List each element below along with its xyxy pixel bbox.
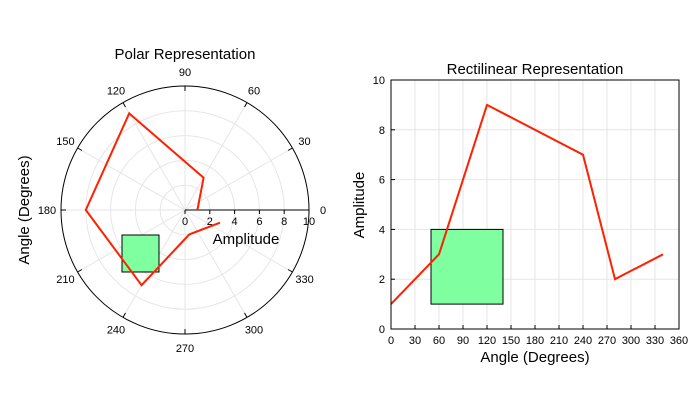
rect-title: Rectilinear Representation (447, 61, 624, 78)
polar-angle-tickmark (123, 313, 126, 317)
polar-angle-tick-label: 270 (176, 343, 194, 355)
polar-angle-tick-label: 330 (295, 274, 313, 286)
rect-x-tick-label: 300 (622, 335, 640, 347)
polar-radial-tick-label: 4 (232, 216, 238, 228)
rect-patch (431, 229, 503, 304)
rect-y-tick-label: 4 (379, 224, 385, 236)
polar-title: Polar Representation (115, 46, 256, 63)
polar-angle-tick-label: 30 (298, 136, 310, 148)
polar-angle-tickmark (288, 270, 292, 273)
polar-grid-spoke (78, 148, 185, 210)
polar-angle-tick-label: 120 (107, 85, 125, 97)
rect-x-tick-label: 150 (502, 335, 520, 347)
rect-x-tick-label: 360 (670, 335, 688, 347)
polar-grid-spoke (185, 148, 292, 210)
rect-y-tick-label: 0 (379, 324, 385, 336)
rect-patch-rect (431, 229, 503, 304)
rect-x-ticks: 0 30 60 90 120 150 180 210 240 270 300 330 360 (388, 325, 688, 347)
rect-x-tick-label: 330 (646, 335, 664, 347)
polar-radial-tick-label: 10 (303, 216, 315, 228)
polar-angle-tick-label: 90 (179, 67, 191, 79)
polar-amplitude-label: Amplitude (213, 231, 280, 248)
rect-y-label: Amplitude (351, 172, 368, 239)
rect-y-tick-label: 2 (379, 274, 385, 286)
rect-y-tick-label: 8 (379, 125, 385, 137)
rect-x-tick-label: 90 (457, 335, 469, 347)
rect-x-tick-label: 270 (598, 335, 616, 347)
polar-radial-tick-label: 6 (256, 216, 262, 228)
rect-x-tick-label: 180 (526, 335, 544, 347)
rect-x-tick-label: 210 (550, 335, 568, 347)
polar-angle-label: Angle (Degrees) (16, 155, 33, 264)
rect-x-tick-label: 120 (478, 335, 496, 347)
polar-angle-tick-label: 240 (107, 325, 125, 337)
rect-x-tick-label: 30 (409, 335, 421, 347)
polar-angle-tick-label: 300 (245, 325, 263, 337)
rect-y-ticks: 0 2 4 6 8 10 (373, 75, 395, 336)
rect-y-tick-label: 10 (373, 75, 385, 87)
polar-angle-tickmark (288, 148, 292, 151)
rect-x-tick-label: 240 (574, 335, 592, 347)
polar-angle-tickmark (245, 103, 248, 107)
polar-angle-tickmark (123, 103, 126, 107)
rectilinear-chart: 0 30 60 90 120 150 180 210 240 270 300 330 360 0 2 4 6 8… (351, 61, 688, 366)
polar-angle-tick-label: 180 (38, 205, 56, 217)
polar-angle-tickmark (245, 313, 248, 317)
rect-x-tick-label: 0 (388, 335, 394, 347)
rect-y-tick-label: 6 (379, 175, 385, 187)
polar-grid-spoke (185, 210, 247, 317)
polar-angle-tick-label: 60 (248, 85, 260, 97)
rect-x-label: Angle (Degrees) (480, 349, 589, 366)
polar-radial-tick-label: 0 (182, 216, 188, 228)
polar-grid-spoke (123, 103, 185, 210)
polar-grid-spoke (185, 103, 247, 210)
polar-angle-tick-label: 210 (56, 274, 74, 286)
polar-radial-tick-label: 8 (281, 216, 287, 228)
rect-x-tick-label: 60 (433, 335, 445, 347)
polar-angle-tickmark (78, 270, 82, 273)
polar-angle-tickmark (78, 148, 82, 151)
polar-angle-tick-label: 150 (56, 136, 74, 148)
polar-angle-tick-label: 0 (320, 205, 326, 217)
